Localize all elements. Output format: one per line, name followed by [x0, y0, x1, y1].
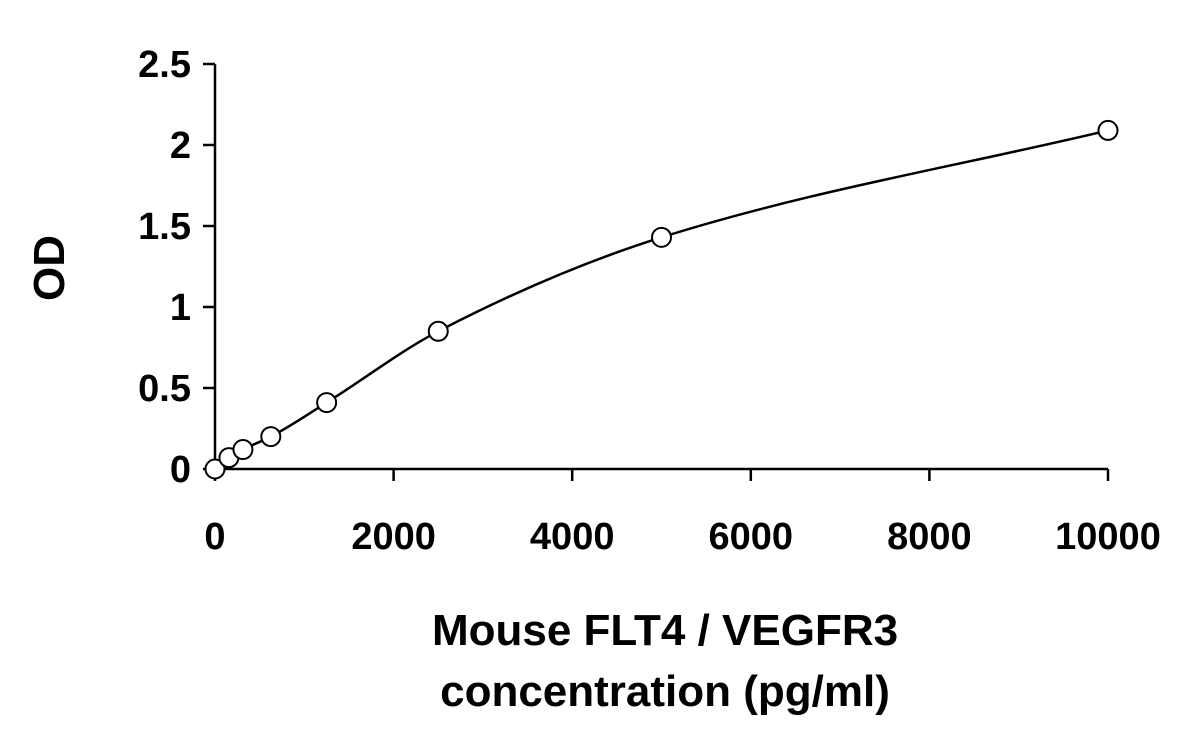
tick-labels-layer: 0 0.5 1 1.5 2 2.5 0 2000 4000 6000 8000 10000 [138, 44, 1161, 558]
data-point [204, 458, 226, 480]
x-tick-label: 6000 [709, 516, 794, 558]
x-axis-title-line-1: Mouse FLT4 / VEGFR3 [432, 606, 898, 655]
data-point [260, 426, 282, 448]
y-tick-label: 1.5 [138, 206, 191, 248]
y-tick-label: 2.5 [138, 44, 191, 86]
axes [203, 62, 1110, 481]
x-tick-label: 2000 [351, 516, 436, 558]
x-tick-label: 10000 [1055, 516, 1161, 558]
x-tick-label: 8000 [887, 516, 972, 558]
fit-curve [214, 129, 1109, 470]
y-axis-title: OD [25, 235, 74, 301]
y-tick-label: 2 [170, 125, 191, 167]
x-axis-title-line-2: concentration (pg/ml) [440, 667, 890, 716]
data-point [427, 320, 449, 342]
y-tick-label: 0 [170, 449, 191, 491]
fit-curve-layer [214, 129, 1109, 470]
y-tick-label: 1 [170, 287, 191, 329]
data-point [1097, 119, 1119, 141]
x-tick-label: 4000 [530, 516, 615, 558]
data-point [316, 392, 338, 414]
y-tick-label: 0.5 [138, 368, 191, 410]
x-tick-label: 0 [204, 516, 225, 558]
data-point [232, 439, 254, 461]
data-points-layer [204, 119, 1119, 480]
data-point [651, 226, 672, 248]
